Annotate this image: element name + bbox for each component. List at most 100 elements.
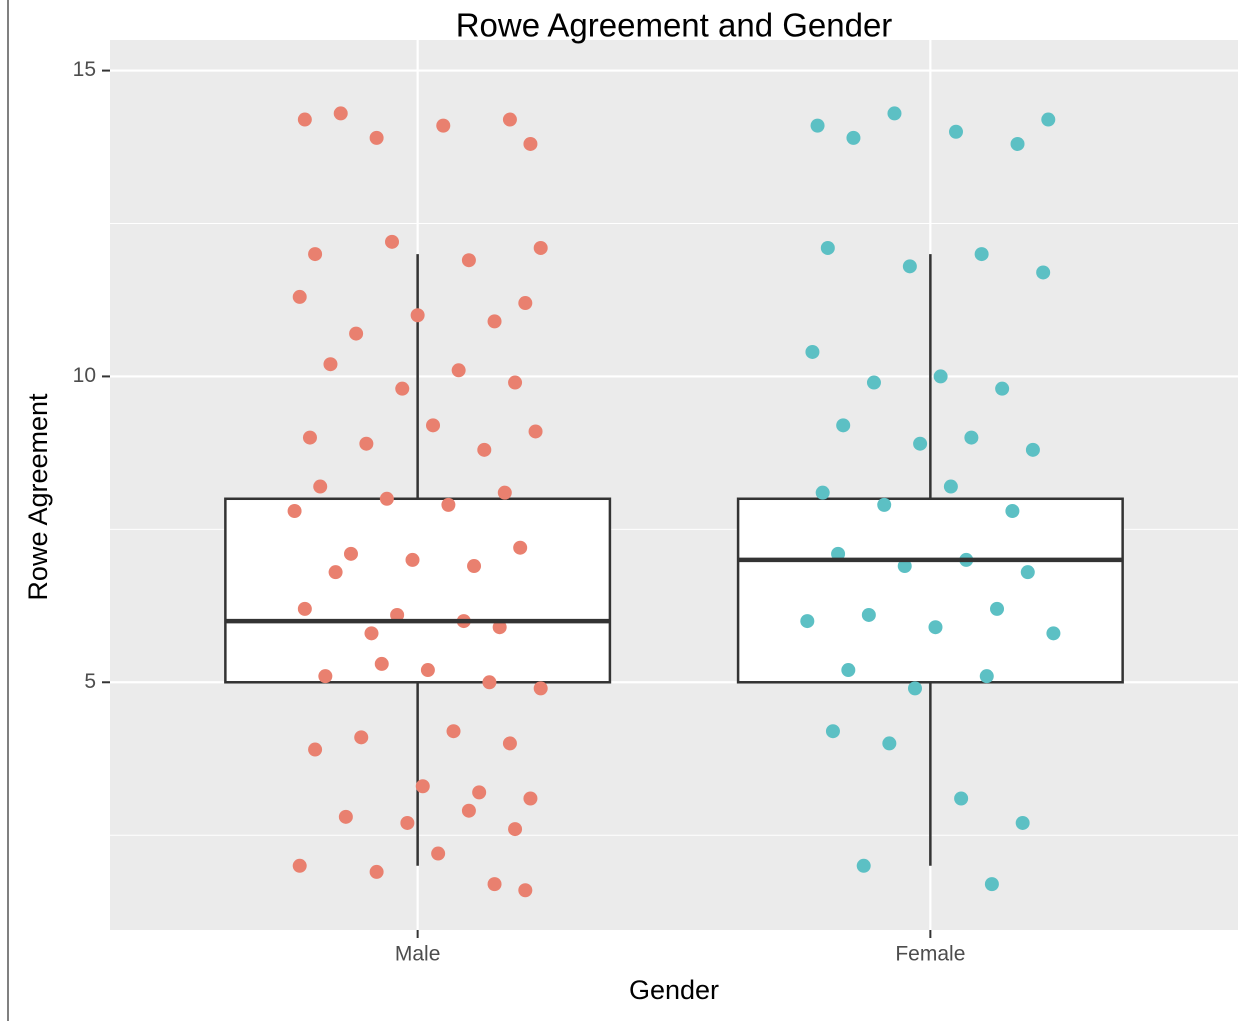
point [420, 663, 435, 678]
point [477, 442, 492, 457]
point [349, 326, 364, 341]
point [836, 418, 851, 433]
point [820, 240, 835, 255]
point [933, 369, 948, 384]
point [518, 883, 533, 898]
point [385, 234, 399, 249]
point [395, 381, 410, 396]
point [846, 130, 861, 145]
point [405, 552, 420, 567]
point [297, 112, 312, 127]
point [528, 424, 543, 439]
point [487, 877, 502, 892]
point [533, 240, 548, 255]
point [467, 559, 482, 574]
point [441, 497, 456, 512]
point [497, 485, 512, 500]
point [1036, 265, 1051, 280]
point [369, 864, 384, 879]
point [979, 669, 994, 684]
point [318, 669, 333, 684]
point [882, 736, 897, 751]
point [431, 846, 446, 861]
point [328, 565, 343, 580]
point [1041, 112, 1056, 127]
point [508, 375, 523, 390]
point [954, 791, 969, 806]
x-tick-label: Male [395, 943, 441, 966]
point [487, 314, 502, 329]
point [482, 675, 497, 690]
point [825, 724, 840, 739]
y-tick-label: 10 [73, 364, 96, 387]
point [1020, 565, 1035, 580]
point [379, 491, 394, 506]
point [902, 259, 917, 274]
point [492, 620, 507, 635]
point [308, 742, 323, 757]
point [984, 877, 999, 892]
y-tick-label: 5 [84, 670, 96, 693]
point [426, 418, 441, 433]
point [928, 620, 943, 635]
point [333, 106, 348, 121]
point [897, 559, 912, 574]
point [410, 308, 425, 323]
y-axis-title: Rowe Agreement [23, 393, 53, 601]
point [810, 118, 825, 133]
point [518, 296, 533, 311]
point [1005, 503, 1020, 518]
point [887, 106, 902, 121]
point [861, 607, 876, 622]
point [856, 858, 871, 873]
point [287, 503, 302, 518]
point [359, 436, 374, 451]
point [323, 357, 338, 372]
point [415, 779, 430, 794]
point [995, 381, 1010, 396]
point [446, 724, 461, 739]
box [224, 497, 612, 684]
point [502, 736, 517, 751]
point [800, 614, 815, 629]
point [400, 815, 415, 830]
point [461, 253, 476, 268]
point [1010, 136, 1025, 151]
point [1046, 626, 1061, 641]
point [313, 479, 328, 494]
point [841, 663, 856, 678]
x-tick-label: Female [895, 943, 965, 966]
point [343, 546, 358, 561]
point [436, 118, 451, 133]
point [866, 375, 881, 390]
point [374, 656, 389, 671]
point [1015, 815, 1030, 830]
point [508, 822, 523, 837]
point [949, 124, 963, 139]
point [943, 479, 958, 494]
point [1025, 442, 1040, 457]
point [354, 730, 369, 745]
point [461, 803, 476, 818]
point [831, 546, 846, 561]
point [292, 858, 307, 873]
point [523, 791, 538, 806]
point [390, 607, 405, 622]
point [502, 112, 517, 127]
point [523, 136, 538, 151]
point [364, 626, 379, 641]
point [308, 247, 323, 262]
panel [110, 40, 1238, 930]
point [907, 681, 922, 696]
x-axis-title: Gender [629, 975, 719, 1005]
point [533, 681, 548, 696]
point [292, 289, 307, 304]
chart-title: Rowe Agreement and Gender [456, 7, 893, 44]
point [974, 247, 989, 262]
point [513, 540, 528, 555]
point [913, 436, 928, 451]
point [990, 601, 1005, 616]
box [736, 497, 1124, 684]
